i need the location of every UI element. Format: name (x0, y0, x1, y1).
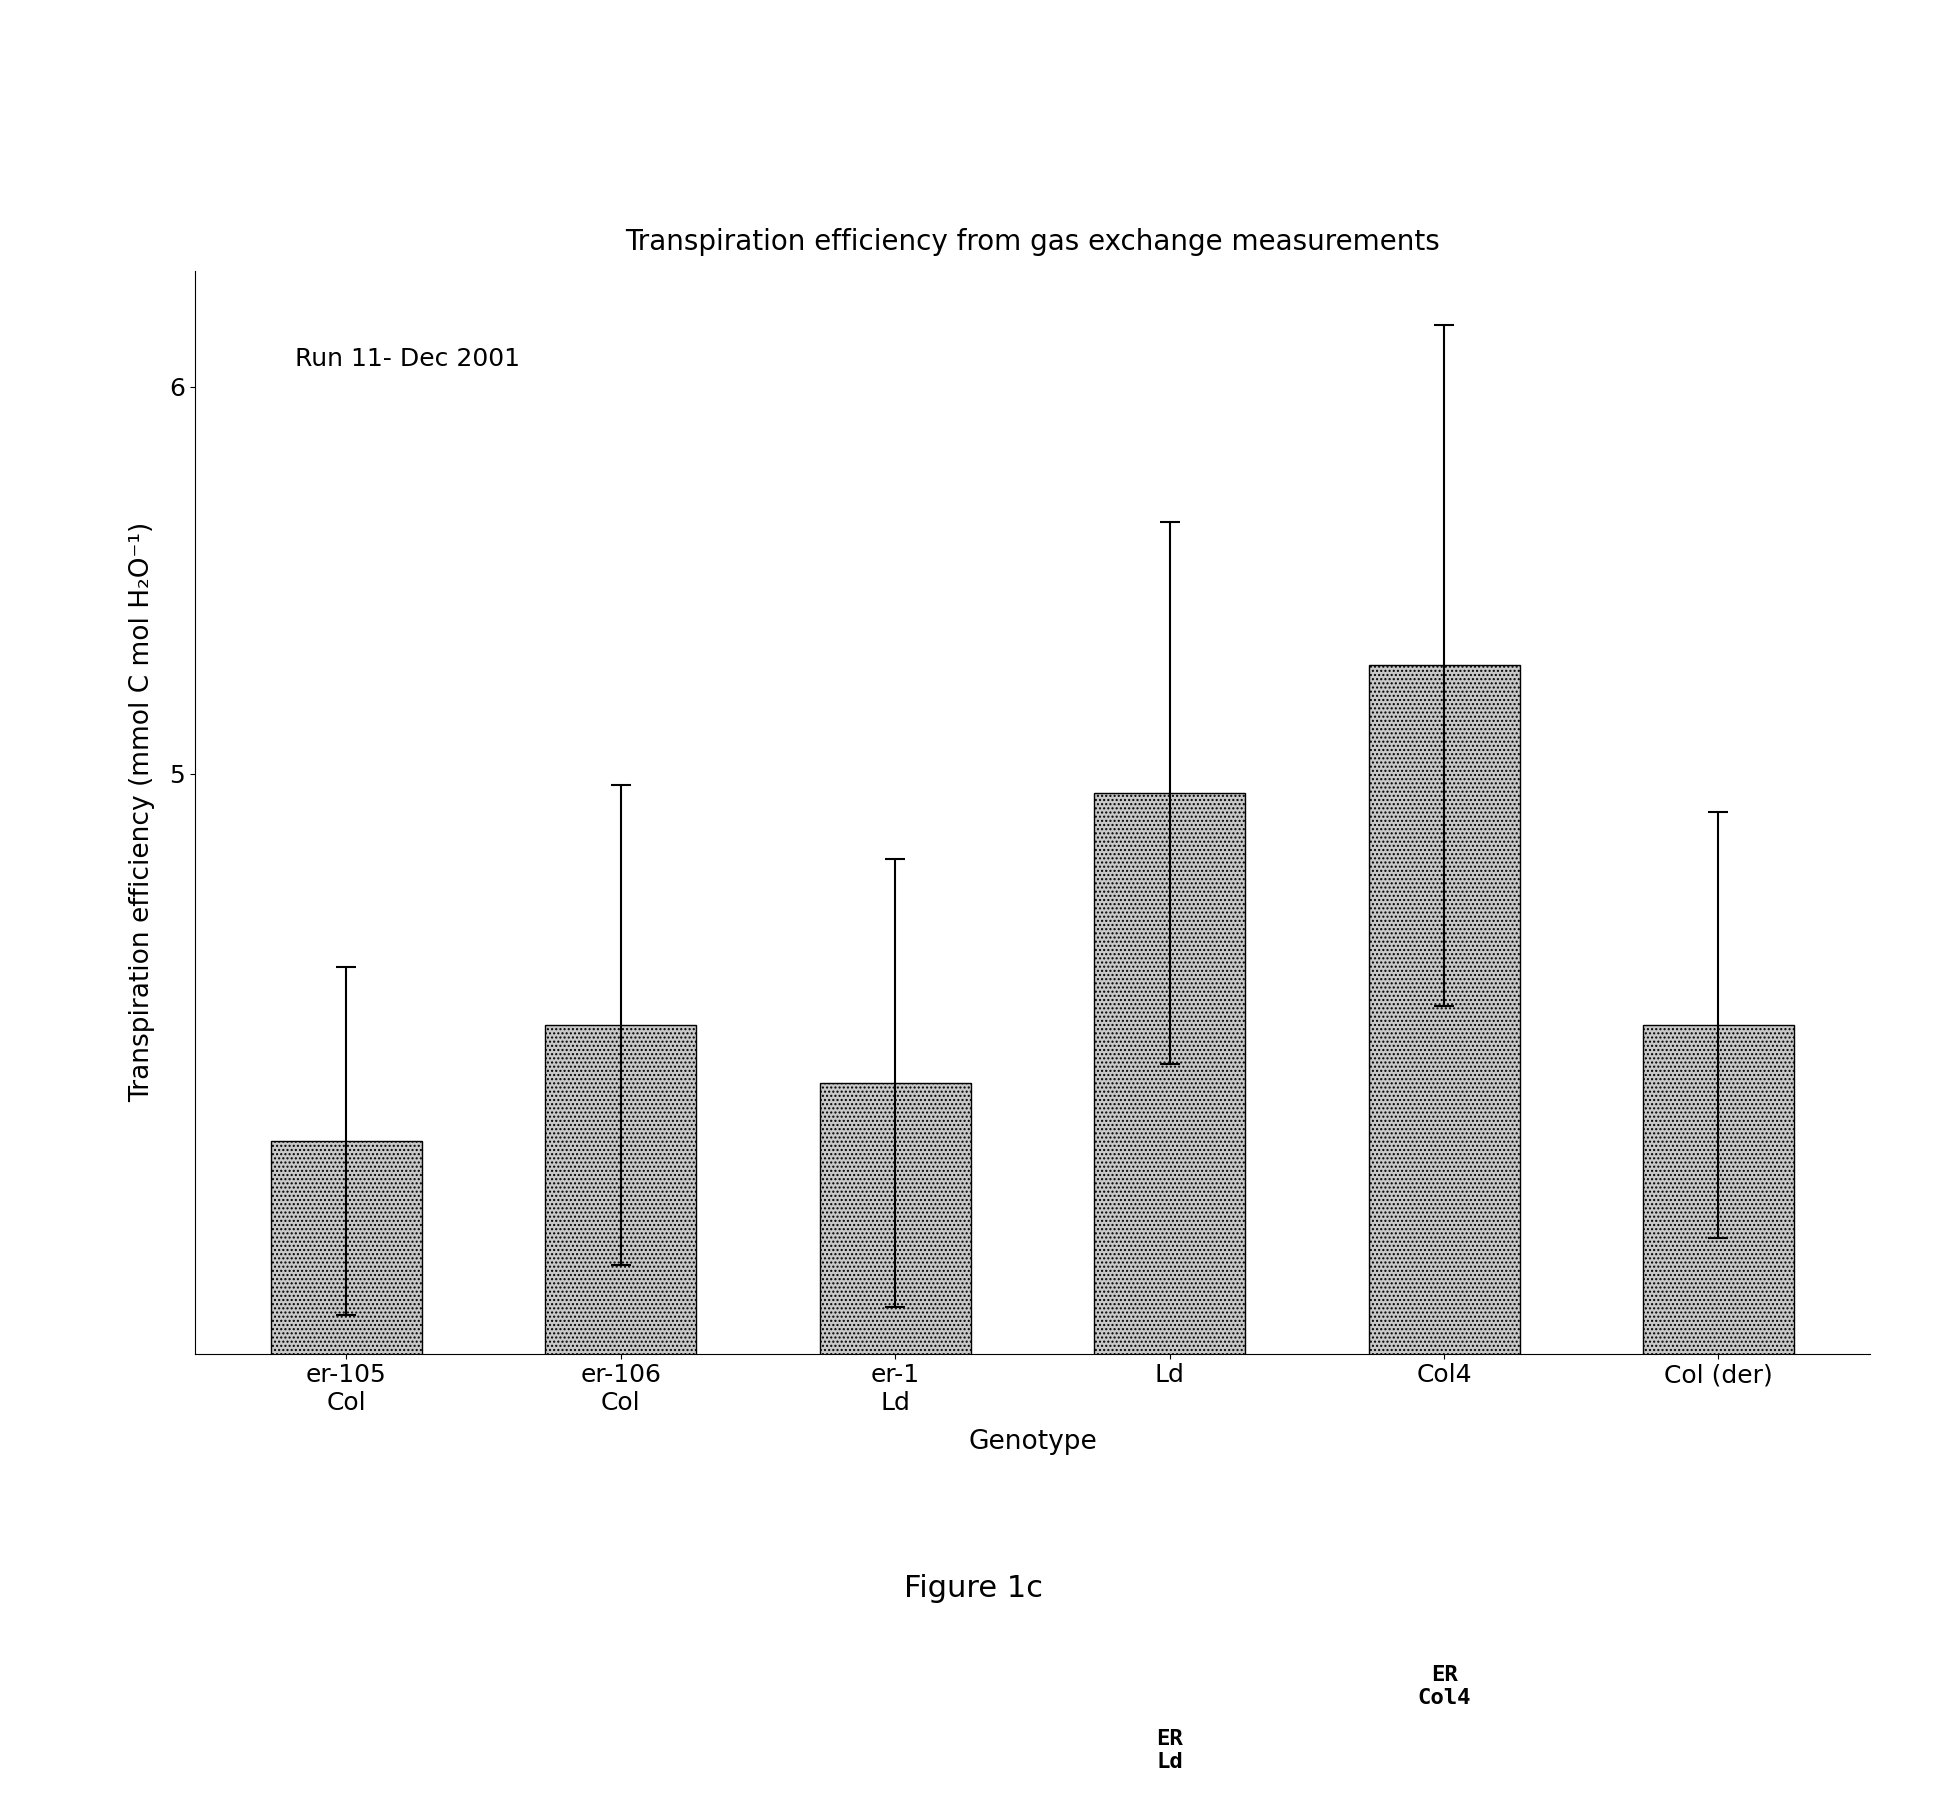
Bar (545, 1025, 695, 1805)
Text: ER
Ld: ER Ld (1157, 1729, 1182, 1773)
Text: Run 11- Dec 2001: Run 11- Dec 2001 (296, 347, 520, 370)
X-axis label: Genotype: Genotype (968, 1430, 1097, 1455)
Text: Figure 1c: Figure 1c (904, 1574, 1044, 1603)
Bar (1369, 666, 1519, 1805)
Bar (820, 1083, 970, 1805)
Y-axis label: Transpiration efficiency (mmol C mol H₂O⁻¹): Transpiration efficiency (mmol C mol H₂O… (129, 522, 156, 1103)
Bar (1642, 1025, 1794, 1805)
Bar (271, 1141, 423, 1805)
Title: Transpiration efficiency from gas exchange measurements: Transpiration efficiency from gas exchan… (625, 227, 1440, 256)
Text: ER
Col4: ER Col4 (1418, 1664, 1471, 1708)
Bar (1095, 792, 1245, 1805)
